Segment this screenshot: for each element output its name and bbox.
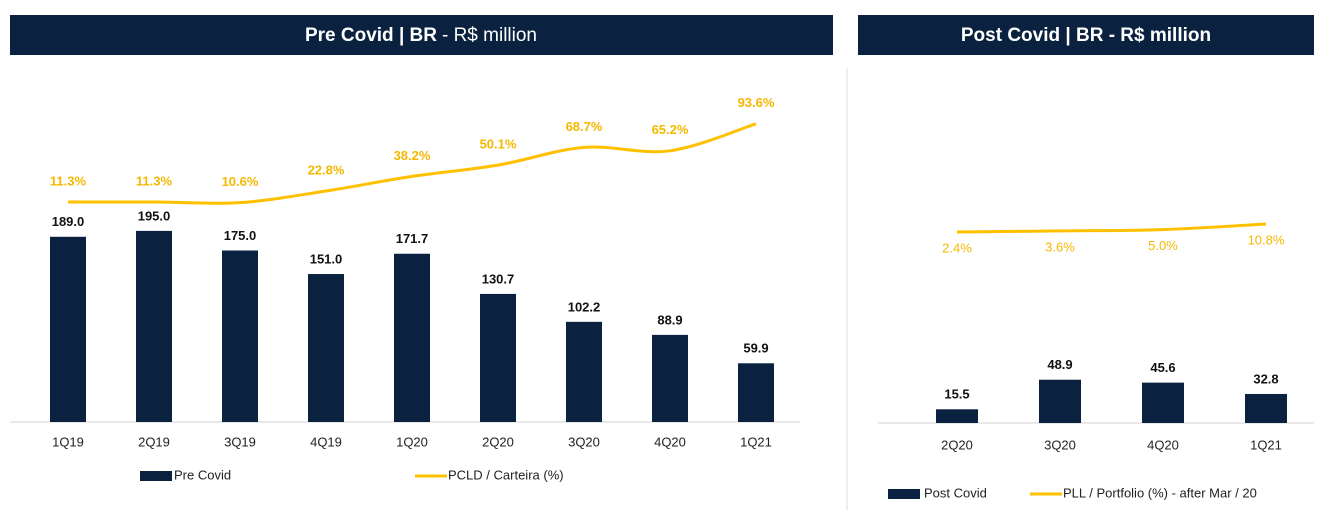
line-value-label: 93.6%: [738, 95, 775, 110]
legend-label: PCLD / Carteira (%): [448, 467, 564, 482]
bar-value-label: 59.9: [743, 341, 768, 356]
line-value-label: 38.2%: [394, 148, 431, 163]
line-value-label: 11.3%: [136, 173, 173, 188]
x-tick-label: 2Q20: [941, 437, 973, 452]
x-tick-label: 1Q21: [1250, 437, 1282, 452]
bar: [652, 334, 688, 422]
line-value-label: 2.4%: [942, 240, 972, 255]
x-tick-label: 2Q19: [138, 434, 170, 449]
header-bar: [10, 15, 833, 55]
bar: [136, 230, 172, 422]
x-tick-label: 3Q19: [224, 434, 256, 449]
line-value-label: 10.8%: [1248, 232, 1285, 247]
line-value-label: 50.1%: [480, 137, 517, 152]
bar-value-label: 175.0: [224, 228, 257, 243]
header-bar: [858, 15, 1314, 55]
bar-value-label: 45.6: [1150, 360, 1175, 375]
line-value-label: 3.6%: [1045, 239, 1075, 254]
line: [956, 222, 1267, 234]
line-value-label: 65.2%: [652, 122, 689, 137]
legend-label: PLL / Portfolio (%) - after Mar / 20: [1063, 485, 1257, 500]
bar-value-label: 195.0: [138, 208, 171, 223]
line-value-label: 68.7%: [566, 119, 603, 134]
x-tick-label: 4Q19: [310, 434, 342, 449]
bar: [1245, 393, 1287, 423]
title-regular: - R$ million: [442, 25, 537, 46]
bar-value-label: 88.9: [657, 312, 682, 327]
bar: [50, 236, 86, 422]
chart-title: Pre Covid | BR - R$ million: [305, 25, 537, 46]
bar-value-label: 130.7: [482, 271, 515, 286]
bar: [308, 274, 344, 422]
bar-value-label: 102.2: [568, 299, 601, 314]
bar: [738, 363, 774, 422]
legend-label: Post Covid: [924, 485, 987, 500]
bar-value-label: 151.0: [310, 251, 343, 266]
bar: [1039, 379, 1081, 423]
bar-value-label: 15.5: [944, 387, 969, 402]
line: [67, 122, 757, 205]
x-tick-label: 2Q20: [482, 434, 514, 449]
bar: [1142, 382, 1184, 423]
bar: [394, 253, 430, 422]
line-value-label: 5.0%: [1148, 238, 1178, 253]
x-tick-label: 4Q20: [654, 434, 686, 449]
bar-value-label: 171.7: [396, 231, 429, 246]
bar: [222, 250, 258, 422]
legend-swatch: [888, 489, 920, 499]
line-value-label: 11.3%: [50, 173, 87, 188]
x-tick-label: 1Q21: [740, 434, 772, 449]
x-tick-label: 4Q20: [1147, 437, 1179, 452]
bar: [936, 409, 978, 423]
bar-value-label: 189.0: [52, 214, 85, 229]
chart-title: Post Covid | BR - R$ million: [961, 25, 1211, 46]
bar-value-label: 32.8: [1253, 371, 1278, 386]
x-tick-label: 3Q20: [568, 434, 600, 449]
legend-label: Pre Covid: [174, 467, 231, 482]
bar: [566, 321, 602, 422]
title-bold: Pre Covid | BR: [305, 25, 437, 46]
bar: [480, 293, 516, 422]
legend-swatch: [140, 471, 172, 481]
x-tick-label: 3Q20: [1044, 437, 1076, 452]
x-tick-label: 1Q19: [52, 434, 84, 449]
line-value-label: 22.8%: [308, 162, 345, 177]
line-value-label: 10.6%: [222, 174, 259, 189]
bar-value-label: 48.9: [1047, 357, 1072, 372]
x-tick-label: 1Q20: [396, 434, 428, 449]
